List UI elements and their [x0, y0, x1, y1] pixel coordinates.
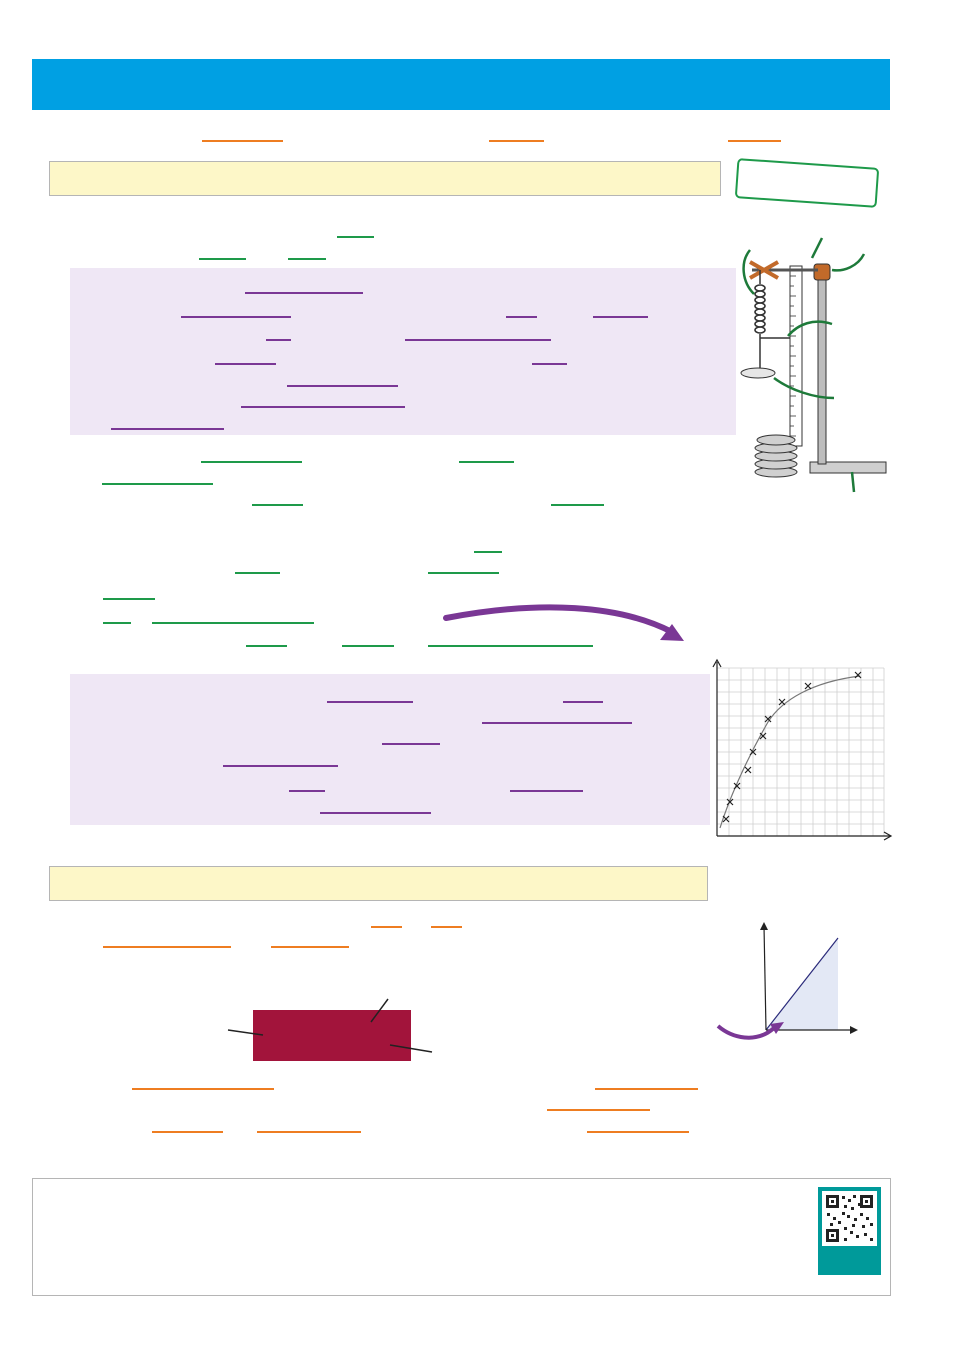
blank-underline — [252, 504, 303, 506]
blank-underline — [246, 645, 287, 647]
blank-underline — [202, 140, 283, 142]
blank-underline — [103, 598, 155, 600]
blank-underline — [181, 316, 291, 318]
blank-underline — [132, 1088, 274, 1090]
blank-underline — [428, 572, 499, 574]
blank-underline — [199, 258, 246, 260]
qr-code-icon — [822, 1191, 877, 1246]
results-panel — [70, 674, 710, 825]
blank-underline — [551, 504, 604, 506]
practical-tag — [734, 158, 880, 208]
blank-underline — [428, 645, 593, 647]
apparatus-diagram — [740, 237, 887, 493]
blank-underline — [320, 812, 431, 814]
area-under-graph — [716, 922, 858, 1040]
qr-pattern — [826, 1195, 873, 1242]
blank-underline — [102, 483, 213, 485]
blank-underline — [382, 743, 440, 745]
section-heading-box — [49, 866, 708, 901]
blank-underline — [563, 701, 603, 703]
blank-underline — [152, 1131, 223, 1133]
blank-underline — [152, 622, 314, 624]
blank-underline — [489, 140, 544, 142]
header-banner — [32, 59, 890, 110]
force-extension-graph — [712, 658, 893, 841]
blank-underline — [245, 292, 363, 294]
blank-underline — [506, 316, 537, 318]
section-heading-box — [49, 161, 721, 196]
blank-underline — [223, 765, 338, 767]
blank-underline — [241, 406, 405, 408]
stretched-object-block — [253, 1010, 411, 1061]
blank-underline — [235, 572, 280, 574]
blank-underline — [103, 622, 131, 624]
blank-underline — [266, 339, 291, 341]
blank-underline — [593, 316, 648, 318]
blank-underline — [547, 1109, 650, 1111]
blank-underline — [431, 926, 462, 928]
blank-underline — [474, 551, 502, 553]
footer-box — [32, 1178, 891, 1296]
method-panel — [70, 268, 736, 435]
blank-underline — [728, 140, 781, 142]
qr-code-frame[interactable] — [818, 1187, 881, 1275]
blank-underline — [371, 926, 402, 928]
blank-underline — [405, 339, 551, 341]
blank-underline — [342, 645, 394, 647]
blank-underline — [257, 1131, 361, 1133]
blank-underline — [289, 790, 325, 792]
blank-underline — [337, 236, 374, 238]
blank-underline — [201, 461, 302, 463]
blank-underline — [111, 428, 224, 430]
blank-underline — [215, 363, 276, 365]
blank-underline — [287, 385, 398, 387]
blank-underline — [587, 1131, 689, 1133]
blank-underline — [532, 363, 567, 365]
blank-underline — [288, 258, 326, 260]
blank-underline — [482, 722, 632, 724]
blank-underline — [595, 1088, 698, 1090]
blank-underline — [103, 946, 231, 948]
blank-underline — [510, 790, 583, 792]
blank-underline — [327, 701, 413, 703]
blank-underline — [271, 946, 349, 948]
blank-underline — [459, 461, 514, 463]
